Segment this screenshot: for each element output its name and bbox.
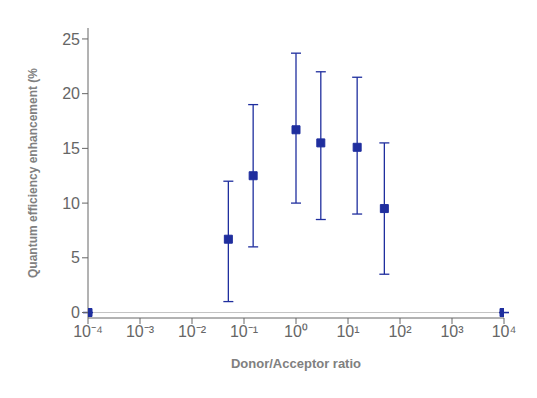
svg-text:10⁻³: 10⁻³: [126, 323, 155, 340]
svg-text:10: 10: [62, 195, 80, 212]
svg-text:20: 20: [62, 85, 80, 102]
svg-text:25: 25: [62, 31, 80, 48]
svg-text:10¹: 10¹: [336, 323, 359, 340]
svg-text:5: 5: [71, 249, 80, 266]
svg-text:10⁻²: 10⁻²: [178, 323, 207, 340]
svg-text:0: 0: [71, 304, 80, 321]
svg-text:10⁻⁴: 10⁻⁴: [73, 323, 103, 340]
svg-text:Donor/Acceptor ratio: Donor/Acceptor ratio: [231, 356, 361, 371]
svg-text:10⁰: 10⁰: [284, 323, 308, 340]
svg-text:10²: 10²: [388, 323, 412, 340]
svg-text:10⁻¹: 10⁻¹: [230, 323, 258, 340]
svg-text:Quantum efficiency enhancement: Quantum efficiency enhancement (%: [26, 68, 40, 278]
svg-text:10³: 10³: [440, 323, 464, 340]
svg-text:15: 15: [62, 140, 80, 157]
svg-text:10⁴: 10⁴: [492, 323, 517, 340]
